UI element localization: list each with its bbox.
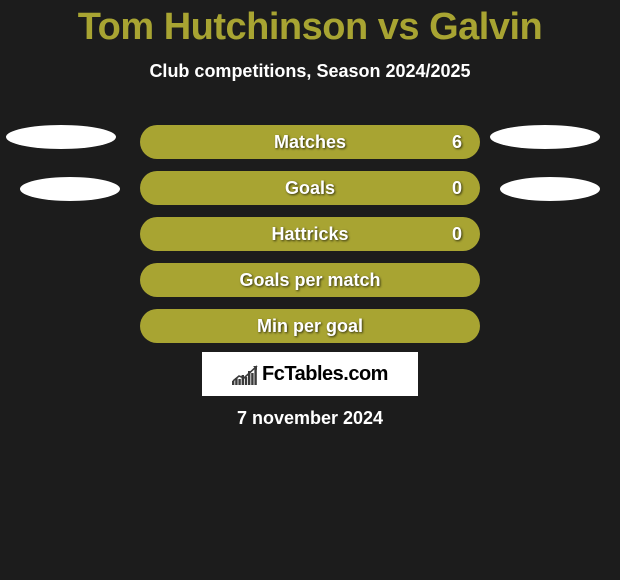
bars-chart-icon	[232, 363, 258, 385]
stat-rows: Matches6Goals0Hattricks0Goals per matchM…	[0, 120, 620, 350]
stat-value-right: 0	[452, 171, 462, 205]
comparison-infographic: Tom Hutchinson vs Galvin Club competitio…	[0, 0, 620, 580]
source-logo-text: FcTables.com	[262, 363, 388, 386]
stat-row: Goals per match	[0, 258, 620, 304]
stat-label: Goals	[140, 171, 480, 205]
stat-value-right: 6	[452, 125, 462, 159]
stat-value-right: 0	[452, 217, 462, 251]
stat-label: Hattricks	[140, 217, 480, 251]
stat-row: Min per goal	[0, 304, 620, 350]
stat-row: Matches6	[0, 120, 620, 166]
page-title: Tom Hutchinson vs Galvin	[0, 0, 620, 49]
stat-label: Goals per match	[140, 263, 480, 297]
stat-row: Goals0	[0, 166, 620, 212]
stat-row: Hattricks0	[0, 212, 620, 258]
stat-label: Matches	[140, 125, 480, 159]
source-logo: FcTables.com	[202, 352, 418, 396]
stat-label: Min per goal	[140, 309, 480, 343]
date-label: 7 november 2024	[0, 408, 620, 429]
page-subtitle: Club competitions, Season 2024/2025	[0, 61, 620, 82]
